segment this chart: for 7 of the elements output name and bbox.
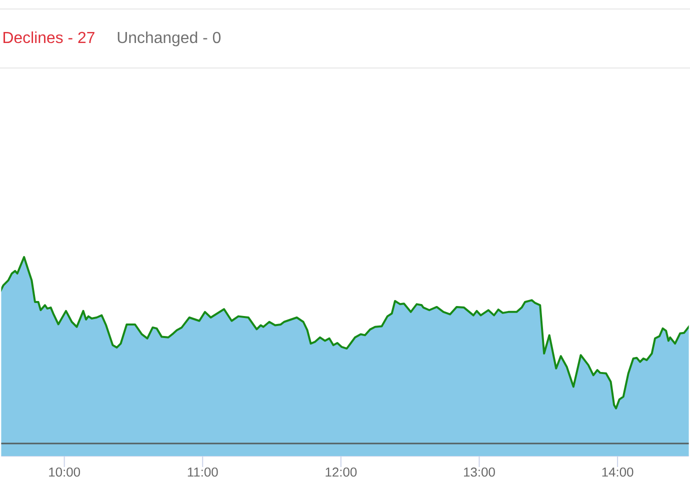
x-tick-label: 14:00 (602, 468, 634, 477)
x-tick-label: 11:00 (188, 468, 218, 477)
x-tick-label: 12:00 (326, 468, 357, 477)
text: Declines - 27 (4, 31, 94, 44)
x-tick-label: 13:00 (464, 468, 495, 477)
x-tick-label: 10:00 (49, 468, 80, 477)
text: Unchanged - 0 (118, 31, 221, 46)
